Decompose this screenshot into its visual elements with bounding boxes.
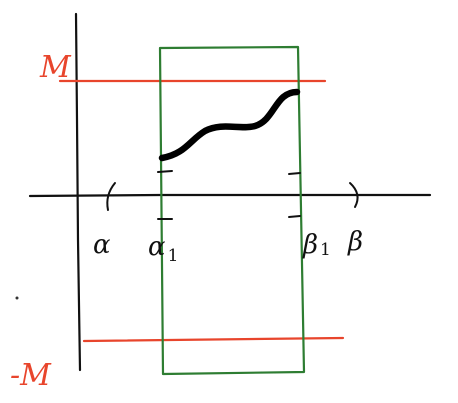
beta-open-bracket — [349, 182, 359, 208]
lower-bound-line — [82, 336, 345, 343]
upper-bound-label: M — [39, 50, 72, 85]
beta1-bracket-top — [288, 172, 301, 175]
beta1-bracket-bottom — [288, 215, 301, 218]
lower-bound-label: -M — [10, 358, 52, 393]
y-axis — [74, 12, 82, 372]
x-axis — [28, 193, 432, 198]
beta1-subscript: 1 — [320, 240, 331, 260]
alpha-label: α — [93, 230, 111, 260]
alpha1-bracket-top — [157, 170, 173, 173]
alpha1-base: α — [148, 232, 166, 262]
subinterval-box — [158, 45, 306, 376]
stray-dot — [15, 296, 19, 300]
alpha-open-bracket — [106, 182, 116, 211]
function-curve — [158, 88, 301, 162]
alpha1-subscript: 1 — [168, 246, 179, 266]
beta-label: β — [347, 227, 363, 257]
beta1-base: β — [302, 230, 318, 260]
